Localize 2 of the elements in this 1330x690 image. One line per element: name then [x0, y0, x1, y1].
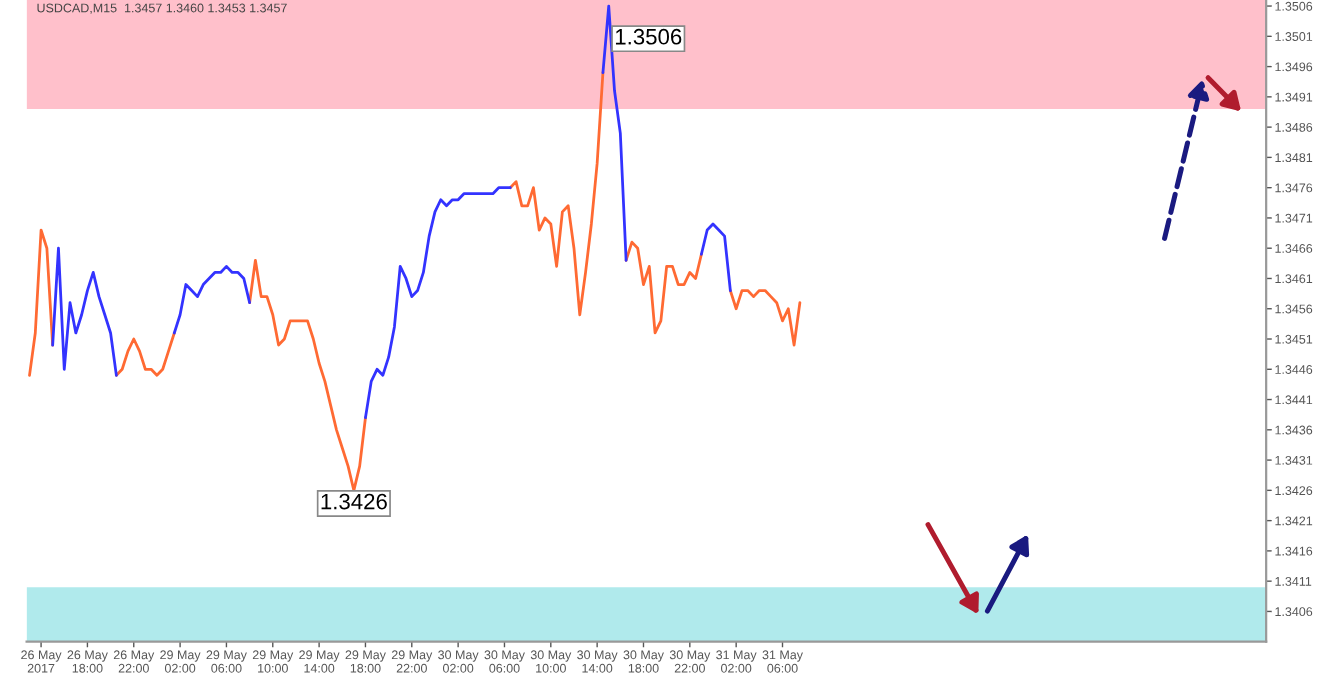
annotation: 1.3506 — [615, 28, 682, 45]
annotation: 1.3426 — [321, 493, 387, 510]
